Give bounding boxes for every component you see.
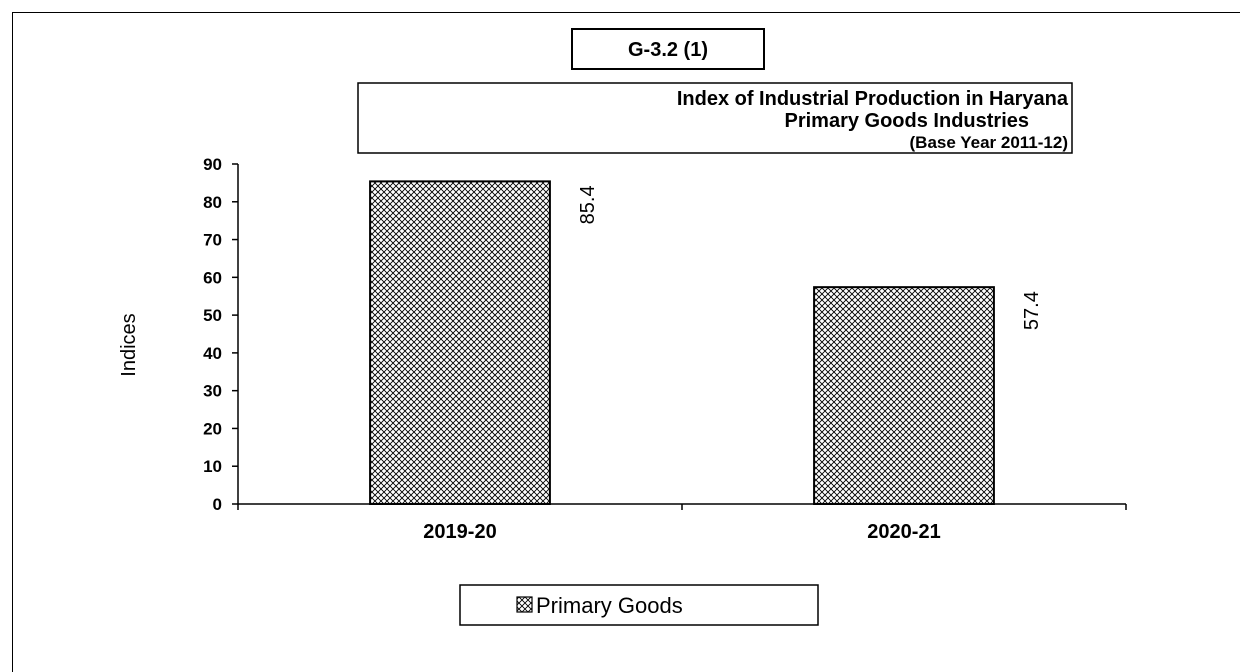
- labels: 2019-20 85.4 2020-21 57.4: [423, 185, 1043, 543]
- data-label: 85.4: [577, 185, 599, 224]
- bars: [369, 180, 995, 505]
- y-tick-label: 50: [203, 306, 222, 325]
- chart-note: (Base Year 2011-12): [910, 133, 1068, 152]
- y-tick-label: 40: [203, 344, 222, 363]
- chart-subtitle: Primary Goods Industries: [784, 110, 1029, 132]
- y-axis-label: Indices: [118, 313, 140, 376]
- figure-id: G-3.2 (1): [628, 39, 708, 61]
- figure-id-box: G-3.2 (1): [571, 28, 765, 70]
- data-label: 57.4: [1021, 291, 1043, 330]
- chart-frame: [12, 12, 1240, 672]
- legend-label: Primary Goods: [536, 593, 683, 618]
- bar: [813, 286, 995, 505]
- y-tick-label: 0: [213, 495, 222, 514]
- chart-title: Index of Industrial Production in Haryan…: [677, 88, 1069, 110]
- y-tick-label: 70: [203, 231, 222, 250]
- x-tick-label: 2019-20: [423, 521, 496, 543]
- chart-title-box: Index of Industrial Production in Haryan…: [357, 82, 1073, 154]
- x-tick-label: 2020-21: [867, 521, 940, 543]
- y-tick-label: 90: [203, 155, 222, 174]
- bar: [369, 180, 551, 505]
- y-tick-label: 80: [203, 193, 222, 212]
- legend-swatch: [516, 596, 533, 613]
- y-tick-label: 60: [203, 268, 222, 287]
- y-tick-label: 30: [203, 382, 222, 401]
- y-tick-label: 10: [203, 457, 222, 476]
- y-tick-label: 20: [203, 419, 222, 438]
- legend: Primary Goods: [459, 584, 819, 626]
